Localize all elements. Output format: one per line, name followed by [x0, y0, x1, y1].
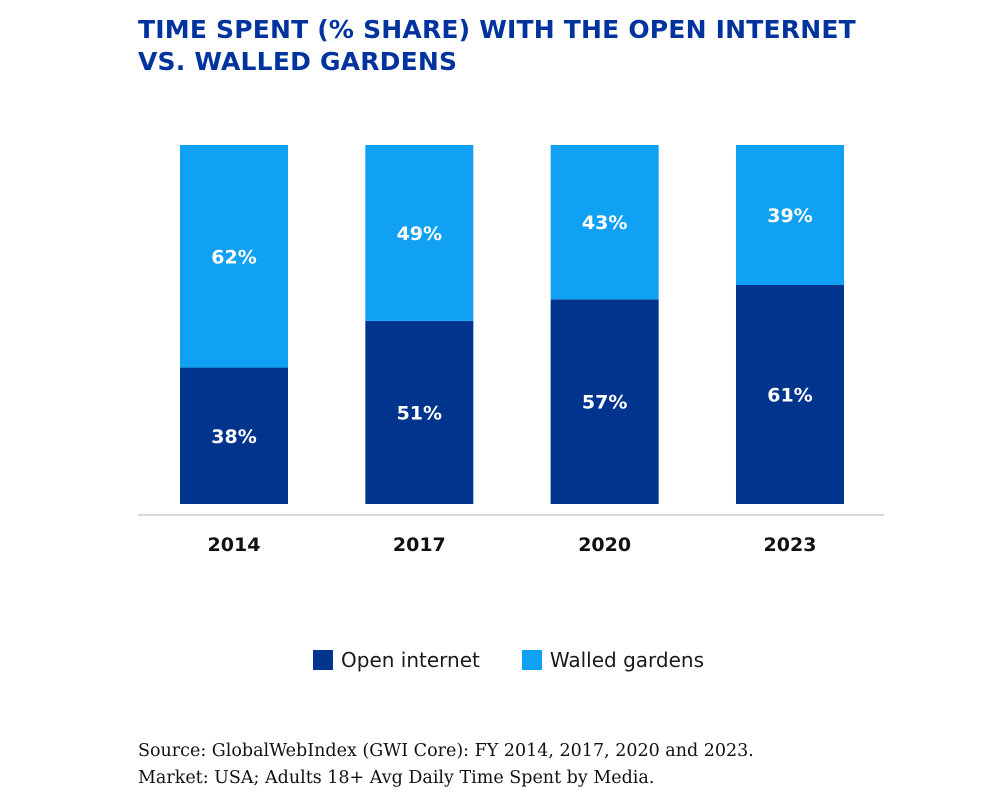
bar-open-internet-2017: [365, 320, 474, 504]
data-label-walled-gardens-2020: 43%: [582, 212, 627, 234]
legend-item-open-internet: Open internet: [313, 648, 480, 672]
chart-title: TIME SPENT (% SHARE) WITH THE OPEN INTER…: [138, 14, 938, 78]
legend-label-open-internet: Open internet: [341, 648, 480, 672]
source-note: Source: GlobalWebIndex (GWI Core): FY 20…: [138, 738, 754, 792]
x-tick-label-2020: 2020: [578, 534, 631, 556]
bar-open-internet-2020: [550, 299, 659, 504]
stacked-bar-chart: 38% 62% 2014 51% 49% 2017 57% 43% 2020 61% 39% 2023: [138, 145, 884, 556]
chart-title-line-2: VS. WALLED GARDENS: [138, 47, 458, 76]
source-line-2: Market: USA; Adults 18+ Avg Daily Time S…: [138, 768, 655, 788]
bar-open-internet-2014: [180, 367, 288, 504]
chart-title-line-1: TIME SPENT (% SHARE) WITH THE OPEN INTER…: [138, 15, 856, 44]
chart-legend: Open internet Walled gardens: [313, 648, 746, 672]
data-label-walled-gardens-2017: 49%: [397, 223, 442, 245]
data-label-walled-gardens-2014: 62%: [211, 246, 256, 268]
data-label-open-internet-2020: 57%: [582, 392, 627, 414]
data-label-open-internet-2014: 38%: [211, 426, 256, 448]
source-line-1: Source: GlobalWebIndex (GWI Core): FY 20…: [138, 741, 754, 761]
x-tick-label-2017: 2017: [393, 534, 446, 556]
bar-walled-gardens-2020: [550, 145, 659, 300]
data-label-open-internet-2023: 61%: [767, 385, 812, 407]
bar-open-internet-2023: [735, 285, 844, 504]
bar-walled-gardens-2023: [735, 145, 844, 286]
legend-label-walled-gardens: Walled gardens: [549, 648, 704, 672]
x-tick-label-2023: 2023: [764, 534, 817, 556]
bar-walled-gardens-2014: [180, 145, 288, 368]
data-label-walled-gardens-2023: 39%: [767, 205, 812, 227]
bar-walled-gardens-2017: [365, 145, 474, 321]
legend-swatch-walled-gardens: [521, 650, 542, 670]
legend-swatch-open-internet: [313, 650, 333, 670]
x-tick-label-2014: 2014: [208, 534, 261, 556]
legend-item-walled-gardens: Walled gardens: [521, 648, 704, 672]
data-label-open-internet-2017: 51%: [397, 402, 442, 424]
